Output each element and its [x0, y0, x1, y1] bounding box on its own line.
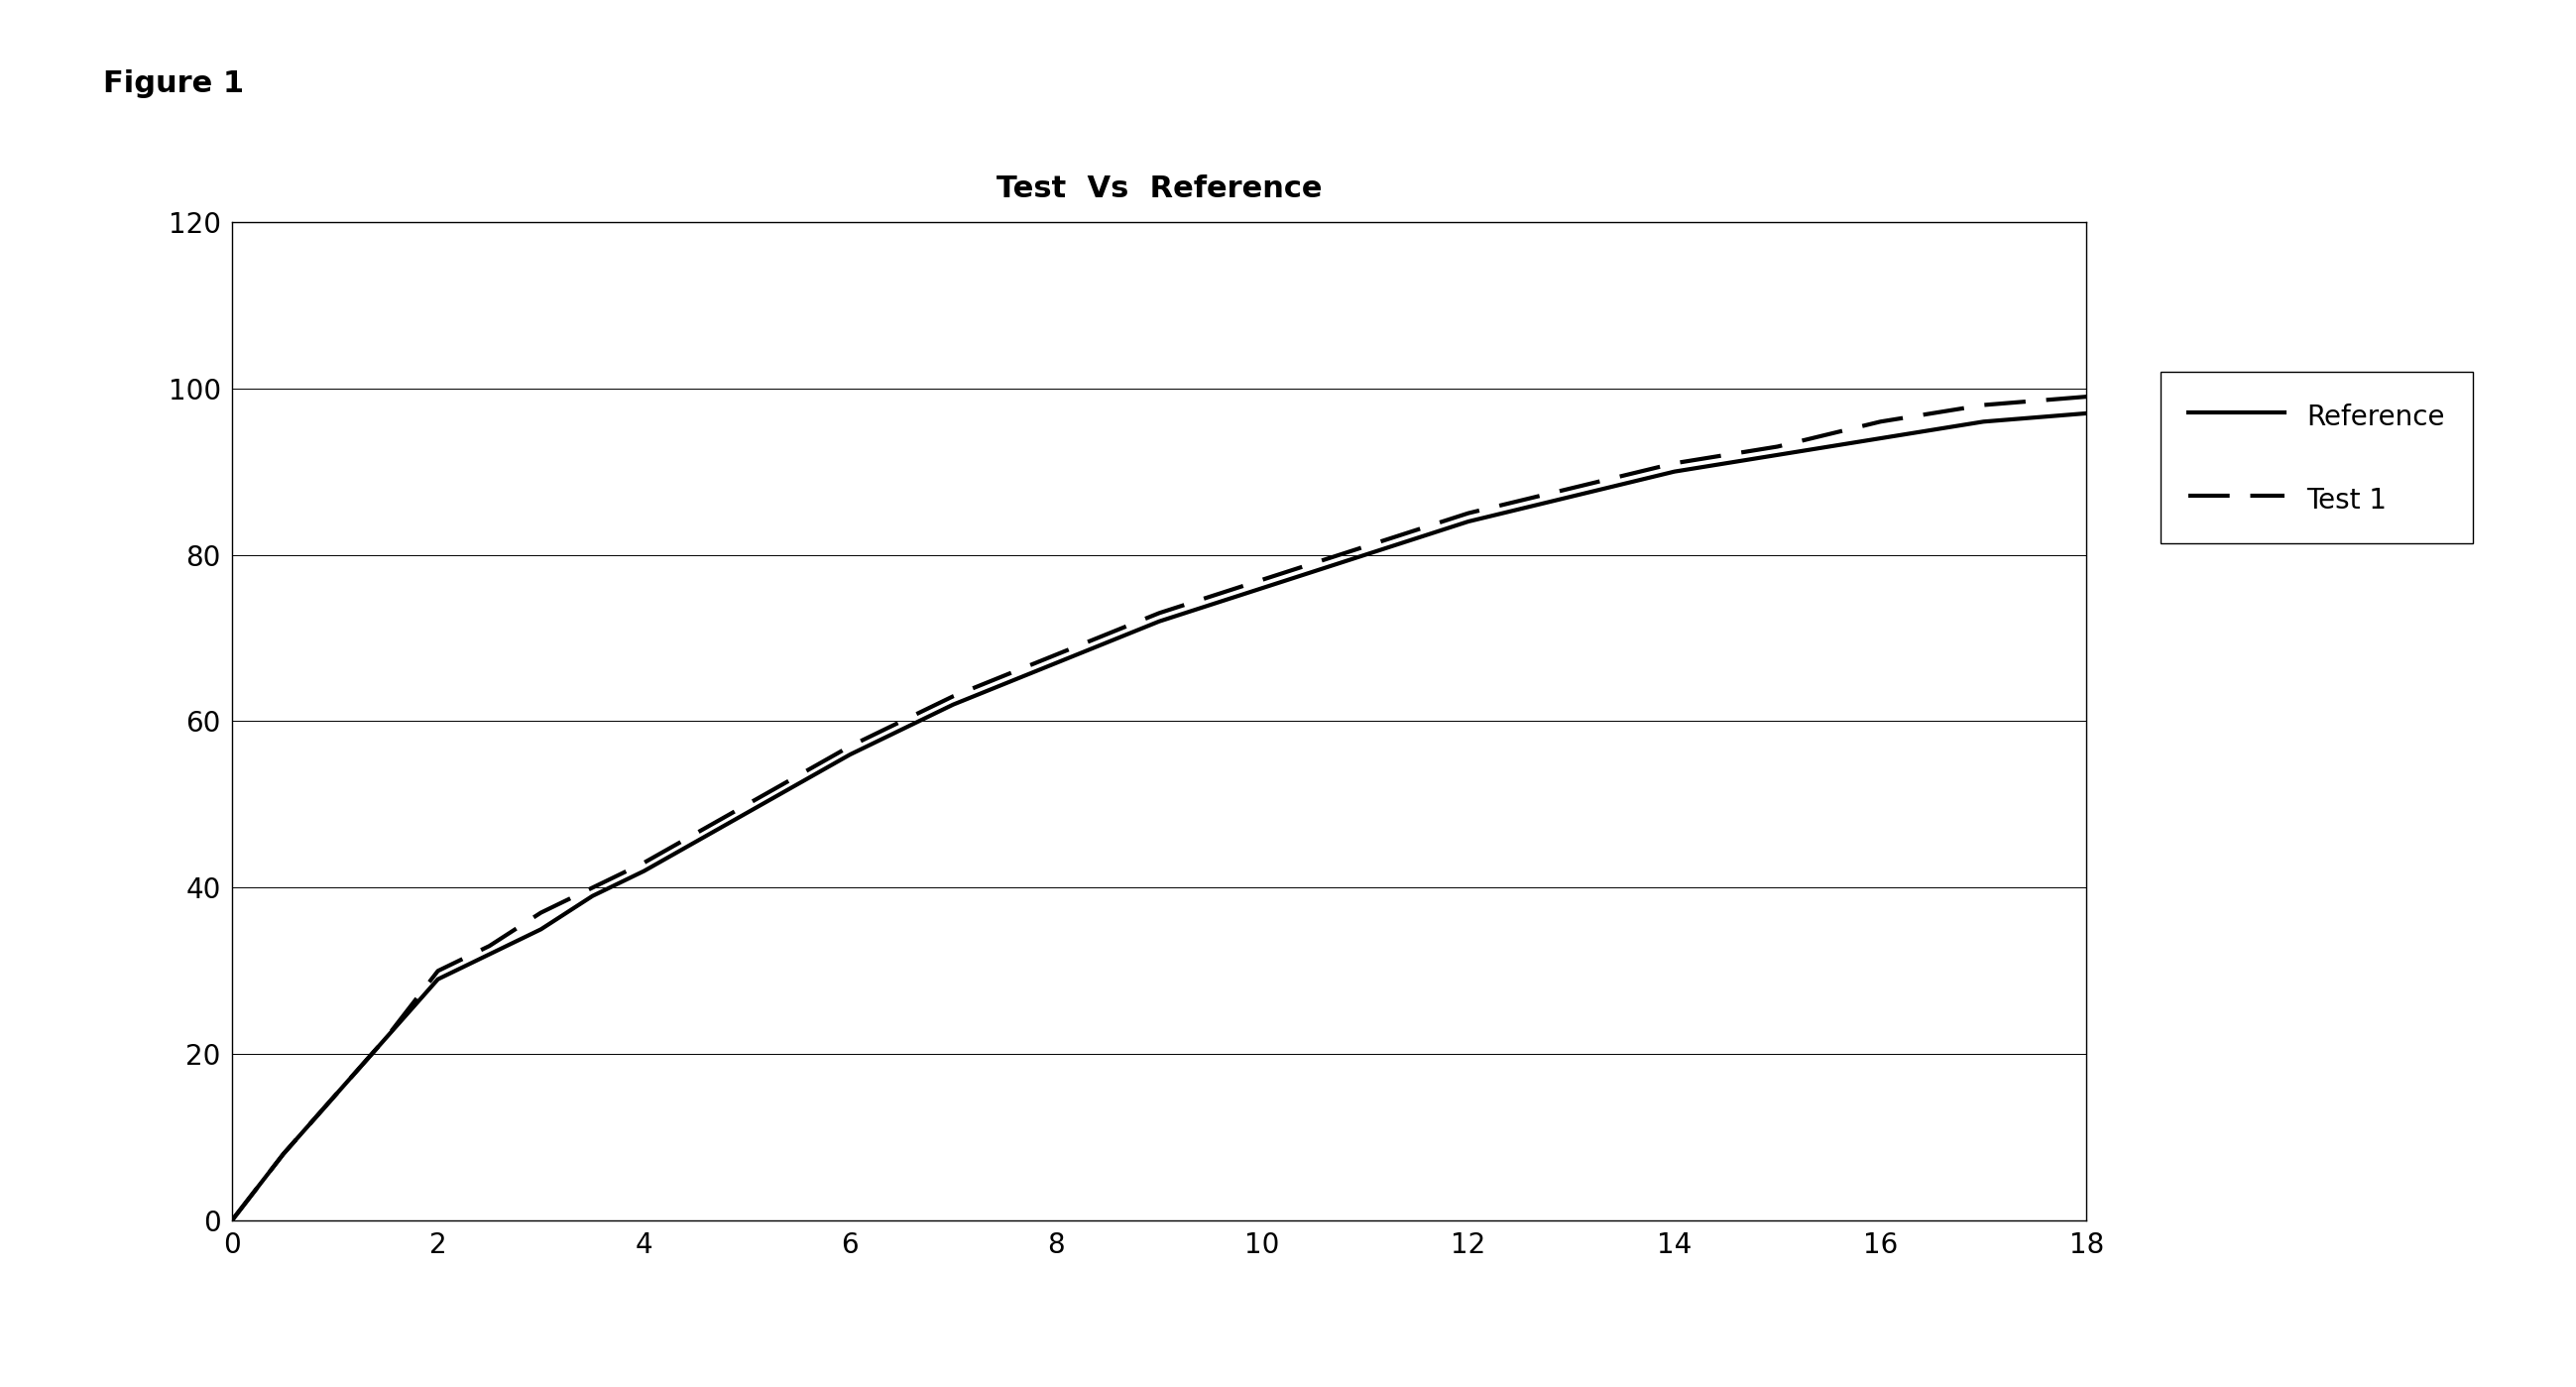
- Test 1: [474, 938, 505, 954]
- Reference: [474, 946, 505, 963]
- Reference: [1350, 546, 1381, 563]
- Reference: [422, 971, 453, 988]
- Test 1: [1968, 397, 1999, 413]
- Test 1: [577, 879, 608, 896]
- Reference: [1453, 513, 1484, 530]
- Test 1: [216, 1212, 247, 1229]
- Test 1: [268, 1146, 299, 1162]
- Reference: [1762, 447, 1793, 463]
- Test 1: [835, 738, 866, 755]
- Test 1: [319, 1087, 350, 1104]
- Test 1: [371, 1029, 402, 1046]
- Test 1: [1350, 538, 1381, 555]
- Reference: [835, 746, 866, 763]
- Reference: [1144, 613, 1175, 630]
- Test 1: [2071, 388, 2102, 405]
- Reference: [1247, 580, 1278, 596]
- Reference: [629, 863, 659, 879]
- Test 1: [1659, 455, 1690, 472]
- Test 1: [1762, 438, 1793, 455]
- Reference: [371, 1029, 402, 1046]
- Test 1: [526, 904, 556, 921]
- Legend: Reference, Test 1: Reference, Test 1: [2161, 372, 2473, 544]
- Reference: [1968, 413, 1999, 430]
- Test 1: [1865, 413, 1896, 430]
- Reference: [526, 921, 556, 938]
- Text: Figure 1: Figure 1: [103, 69, 245, 98]
- Reference: [1556, 488, 1587, 505]
- Title: Test  Vs  Reference: Test Vs Reference: [997, 175, 1321, 203]
- Reference: [732, 804, 762, 821]
- Line: Reference: Reference: [232, 413, 2087, 1221]
- Reference: [938, 696, 969, 713]
- Test 1: [1247, 571, 1278, 588]
- Line: Test 1: Test 1: [232, 397, 2087, 1221]
- Reference: [1865, 430, 1896, 447]
- Reference: [268, 1146, 299, 1162]
- Test 1: [1556, 480, 1587, 497]
- Test 1: [938, 688, 969, 705]
- Reference: [2071, 405, 2102, 422]
- Reference: [577, 888, 608, 904]
- Reference: [319, 1087, 350, 1104]
- Test 1: [629, 854, 659, 871]
- Reference: [216, 1212, 247, 1229]
- Test 1: [1041, 646, 1072, 663]
- Test 1: [732, 796, 762, 813]
- Test 1: [1453, 505, 1484, 522]
- Test 1: [1144, 605, 1175, 621]
- Reference: [1659, 463, 1690, 480]
- Reference: [1041, 655, 1072, 671]
- Test 1: [422, 963, 453, 979]
